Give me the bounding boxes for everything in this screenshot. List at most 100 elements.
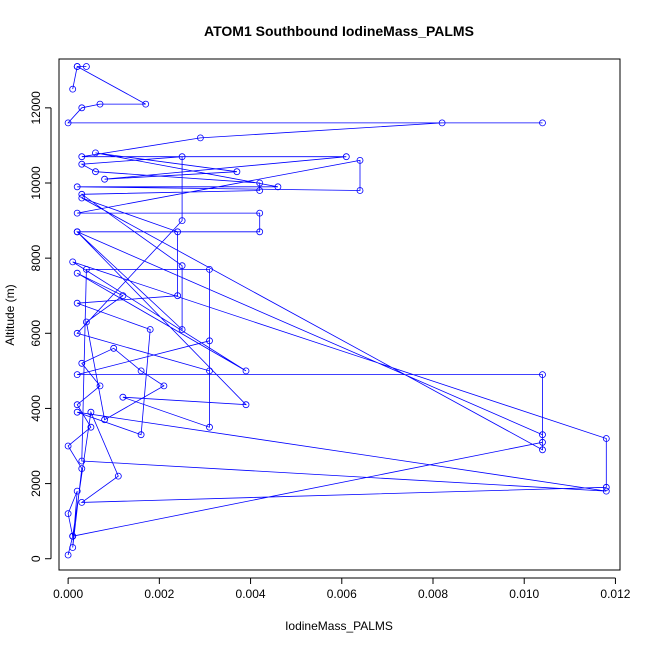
y-tick-label: 2000	[29, 470, 43, 497]
data-point	[539, 119, 546, 127]
data-point	[73, 209, 81, 217]
data-point	[196, 134, 204, 142]
data-point	[64, 510, 72, 517]
data-point	[174, 292, 182, 300]
y-tick-label: 4000	[29, 395, 43, 422]
x-tick-label: 0.010	[509, 587, 539, 601]
data-point	[73, 487, 81, 495]
data-point	[178, 262, 186, 270]
data-point	[64, 442, 72, 450]
data-point	[539, 438, 546, 446]
y-tick-label: 0	[29, 555, 43, 562]
data-point	[119, 292, 127, 300]
data-point	[78, 190, 86, 198]
data-point	[137, 431, 145, 439]
data-point	[64, 551, 72, 559]
series-line	[67, 65, 607, 556]
data-point	[78, 153, 86, 161]
data-point	[256, 187, 264, 194]
data-point	[69, 258, 77, 266]
data-point	[69, 85, 77, 93]
data-point	[83, 265, 90, 273]
data-point	[73, 329, 81, 337]
y-tick-label: 10000	[29, 166, 43, 200]
x-tick-label: 0.008	[418, 587, 448, 601]
data-point	[96, 100, 104, 108]
data-point	[73, 371, 81, 379]
data-point	[83, 63, 90, 70]
data-point	[274, 183, 282, 191]
data-point	[78, 160, 86, 168]
data-point	[178, 217, 186, 225]
y-tick-label: 6000	[29, 320, 43, 347]
y-axis: 0 2000 4000 6000 8000 10000 12000	[29, 91, 52, 562]
data-point	[602, 483, 610, 491]
data-point	[78, 359, 86, 367]
data-point	[73, 401, 81, 409]
data-point	[256, 228, 264, 236]
data-point	[87, 423, 95, 431]
data-point	[206, 337, 213, 345]
data-point	[96, 382, 104, 390]
data-point	[206, 423, 213, 431]
data-point	[78, 465, 86, 473]
data-point	[83, 318, 90, 326]
data-point	[142, 100, 150, 108]
data-point	[110, 344, 118, 352]
data-point	[64, 119, 72, 127]
data-point	[78, 457, 86, 465]
data-point	[69, 532, 77, 540]
data-point	[174, 228, 182, 236]
data-point	[73, 269, 81, 277]
data-point	[539, 431, 546, 439]
data-point	[78, 194, 86, 202]
data-point	[101, 175, 108, 183]
chart-marks	[64, 63, 610, 559]
data-point	[87, 408, 95, 416]
x-tick-label: 0.004	[236, 587, 266, 601]
data-point	[206, 367, 213, 375]
data-point	[92, 149, 99, 157]
y-tick-label: 12000	[29, 91, 43, 125]
x-tick-label: 0.000	[53, 587, 83, 601]
data-point	[356, 156, 364, 164]
y-tick-label: 8000	[29, 244, 43, 271]
data-point	[206, 265, 213, 273]
data-point	[119, 393, 127, 401]
data-point	[73, 408, 81, 416]
x-axis-label: IodineMass_PALMS	[285, 619, 393, 633]
data-point	[178, 326, 186, 333]
data-point	[242, 401, 250, 409]
data-point	[178, 153, 186, 161]
data-point	[73, 228, 81, 236]
data-point	[137, 367, 145, 375]
data-point	[78, 104, 86, 112]
data-point	[92, 168, 99, 176]
data-point	[539, 446, 546, 454]
data-point	[73, 299, 81, 307]
data-point	[242, 367, 250, 375]
data-point	[146, 326, 154, 333]
data-point	[101, 416, 108, 424]
data-point	[78, 498, 86, 506]
data-point	[356, 187, 364, 194]
data-point	[602, 435, 610, 442]
data-point	[256, 179, 264, 187]
data-point	[69, 544, 77, 551]
data-point	[160, 382, 168, 390]
plot-frame	[58, 58, 621, 571]
data-point	[438, 119, 446, 127]
data-point	[73, 183, 81, 191]
x-axis: 0.000 0.002 0.004 0.006 0.008 0.010 0.012	[53, 577, 631, 601]
y-axis-label: Altitude (m)	[3, 284, 17, 345]
data-point	[256, 209, 264, 217]
x-tick-label: 0.002	[144, 587, 174, 601]
data-point	[342, 153, 350, 161]
data-point	[233, 168, 241, 176]
data-point	[73, 63, 81, 70]
x-tick-label: 0.012	[600, 587, 630, 601]
data-point	[114, 472, 122, 480]
x-tick-label: 0.006	[327, 587, 357, 601]
data-point	[602, 487, 610, 495]
